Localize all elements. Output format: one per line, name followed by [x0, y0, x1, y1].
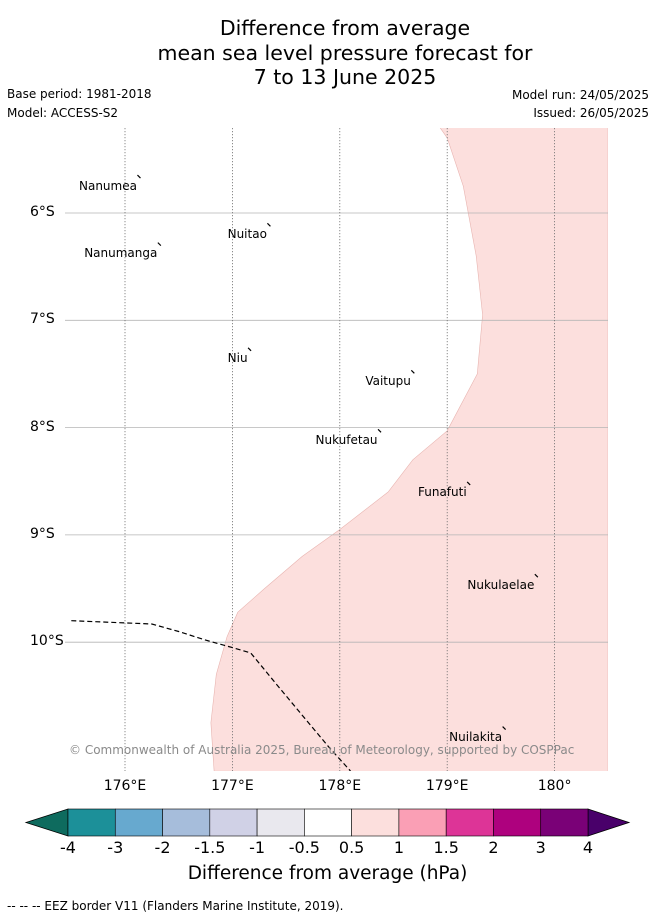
place-label: Nukulaelae: [467, 577, 535, 592]
lon-tick-label: 177°E: [211, 778, 254, 794]
place-label: Nukufetau: [315, 432, 378, 447]
lat-tick-label: 9°S: [30, 525, 55, 542]
eez-border-line: [71, 620, 351, 771]
colorbar-tick-label: -3: [107, 838, 124, 857]
chart-title: Difference from average mean sea level p…: [0, 16, 655, 90]
place-label: Niu: [227, 351, 248, 366]
colorbar-swatch: [209, 808, 258, 837]
place-label: Nuilakita: [449, 730, 503, 745]
island-mark: [266, 222, 271, 227]
lon-tick-label: 178°E: [318, 778, 362, 794]
lat-tick-label: 7°S: [30, 311, 55, 328]
model-run: Model run: 24/05/2025: [511, 88, 649, 102]
colorbar-swatch: [540, 808, 589, 837]
colorbar-swatch: [351, 808, 400, 837]
lat-tick-label: 10°S: [30, 633, 64, 650]
colorbar-swatch: [445, 808, 494, 837]
lat-tick-label: 8°S: [30, 418, 55, 435]
colorbar-tick-label: 4: [582, 838, 594, 857]
model-name: Model: ACCESS-S2: [7, 106, 119, 120]
map-plot-area: [65, 128, 608, 771]
title-line-1: Difference from average: [219, 16, 471, 40]
eez-footnote: -- -- -- EEZ border V11 (Flanders Marine…: [7, 899, 344, 913]
place-label: Nanumanga: [84, 246, 158, 261]
island-mark: [502, 726, 507, 730]
base-period: Base period: 1981-2018: [7, 87, 152, 101]
colorbar-swatch: [67, 808, 116, 837]
colorbar-tick-label: -1: [249, 838, 266, 857]
colorbar-tick-label: 0.5: [338, 838, 365, 857]
colorbar-swatch: [256, 808, 305, 837]
colorbar-tick-label: -4: [60, 838, 76, 857]
lon-tick-label: 180°: [537, 778, 572, 794]
colorbar-tick-label: 1: [393, 838, 404, 857]
colorbar-swatch: [114, 808, 163, 837]
colorbar-tick-label: -2: [154, 838, 171, 857]
island-mark: [410, 369, 415, 374]
title-line-2: mean sea level pressure forecast for: [157, 40, 533, 65]
colorbar-swatch: [162, 808, 211, 837]
island-mark: [534, 573, 539, 578]
place-label: Vaitupu: [365, 373, 411, 388]
lat-tick-label: 6°S: [30, 204, 55, 220]
island-mark: [157, 242, 162, 247]
colorbar: [24, 808, 631, 837]
copyright-notice: © Commonwealth of Australia 2025, Bureau…: [69, 743, 575, 757]
lon-tick-label: 176°E: [103, 778, 147, 794]
colorbar-tick-label: 2: [488, 838, 499, 857]
anomaly-shading-region: [210, 128, 608, 771]
island-mark: [137, 174, 141, 179]
colorbar-label: Difference from average (hPa): [187, 863, 468, 884]
colorbar-tick-label: -0.5: [288, 838, 320, 857]
colorbar-over-arrow: [587, 808, 631, 837]
title-line-3: 7 to 13 June 2025: [253, 65, 437, 89]
colorbar-under-arrow: [24, 808, 69, 837]
place-label: Funafuti: [418, 485, 467, 500]
place-label: Nuitao: [227, 226, 267, 241]
colorbar-swatch: [493, 808, 542, 837]
island-mark: [466, 481, 471, 486]
colorbar-tick-label: 3: [535, 838, 546, 857]
colorbar-tick-label: -1.5: [194, 838, 226, 857]
colorbar-swatch: [398, 808, 447, 837]
lon-tick-label: 179°E: [425, 778, 469, 794]
place-label: Nanumea: [79, 178, 137, 193]
colorbar-tick-label: 1.5: [433, 838, 459, 857]
island-mark: [247, 347, 252, 352]
island-mark: [377, 428, 382, 433]
issued-date: Issued: 26/05/2025: [533, 106, 649, 120]
colorbar-swatch: [304, 808, 352, 837]
